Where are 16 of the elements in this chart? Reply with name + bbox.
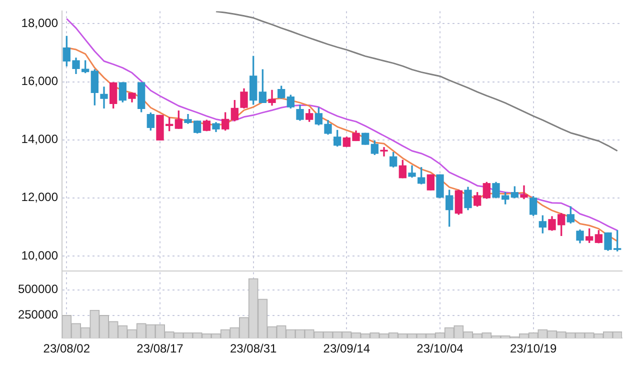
candlestick [380, 147, 388, 156]
y-tick-label: 250000 [18, 308, 58, 322]
y-tick-label: 10,000 [21, 248, 58, 262]
x-tick-label: 23/10/19 [510, 342, 558, 356]
x-tick-label: 23/09/14 [323, 342, 370, 356]
y-tick-label: 500000 [18, 282, 58, 296]
candlestick [520, 185, 528, 200]
x-tick-label: 23/10/04 [416, 342, 464, 356]
y-tick-label: 18,000 [21, 16, 58, 30]
y-tick-label: 12,000 [21, 190, 58, 204]
x-tick-label: 23/08/02 [43, 342, 90, 356]
candlestick [100, 86, 108, 109]
x-tick-label: 23/08/31 [230, 342, 278, 356]
x-tick-label: 23/08/17 [136, 342, 184, 356]
y-tick-label: 16,000 [21, 74, 58, 88]
y-tick-label: 14,000 [21, 132, 58, 146]
